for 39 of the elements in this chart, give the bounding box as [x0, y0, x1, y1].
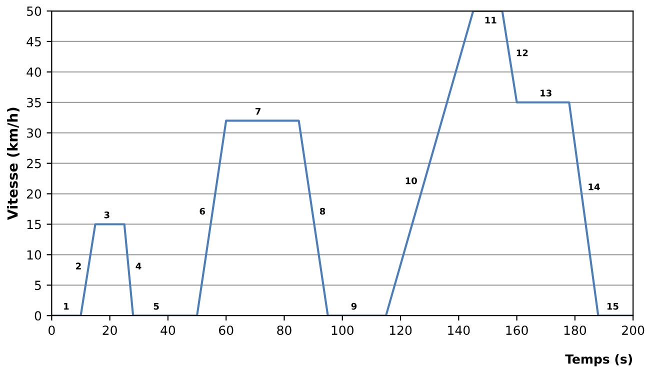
annotation: 7 [256, 108, 260, 115]
x-tick-label: 140 [448, 326, 470, 336]
annotation: 10 [406, 177, 417, 184]
x-tick-label: 40 [160, 326, 176, 336]
x-tick-label: 60 [219, 326, 234, 336]
annotation: 11 [485, 16, 496, 24]
annotation: 1 [64, 302, 69, 310]
annotation: 3 [104, 211, 110, 218]
y-tick-label: 30 [27, 128, 42, 138]
x-tick-label: 180 [564, 326, 586, 336]
annotation: 14 [588, 184, 600, 190]
x-axis-title: Temps (s) [565, 354, 632, 366]
x-tick-label: 20 [102, 326, 117, 336]
annotation: 4 [136, 262, 142, 270]
annotation: 12 [516, 49, 528, 56]
y-axis-title: Vitesse (km/h) [7, 108, 20, 220]
y-tick-label: 50 [27, 6, 42, 16]
x-tick-label: 120 [390, 326, 412, 336]
y-tick-label: 20 [26, 189, 42, 199]
y-tick-label: 0 [34, 311, 42, 321]
annotation: 13 [540, 90, 552, 96]
x-tick-label: 160 [506, 326, 528, 336]
x-tick-label: 0 [48, 326, 55, 336]
y-tick-label: 40 [26, 67, 42, 77]
y-tick-label: 25 [26, 158, 41, 168]
annotation: 8 [320, 208, 326, 215]
x-tick-label: 200 [622, 326, 644, 336]
annotation: 9 [351, 302, 357, 310]
y-tick-label: 45 [26, 37, 41, 46]
y-tick-label: 5 [34, 280, 41, 290]
y-tick-label: 35 [27, 98, 41, 108]
annotation: 6 [200, 208, 206, 215]
annotation: 5 [154, 302, 159, 310]
x-tick-label: 100 [332, 326, 354, 336]
annotation: 15 [607, 302, 618, 310]
x-tick-label: 80 [277, 326, 292, 336]
annotation: 2 [76, 262, 81, 270]
y-tick-label: 15 [27, 220, 41, 230]
y-tick-label: 10 [27, 250, 42, 260]
